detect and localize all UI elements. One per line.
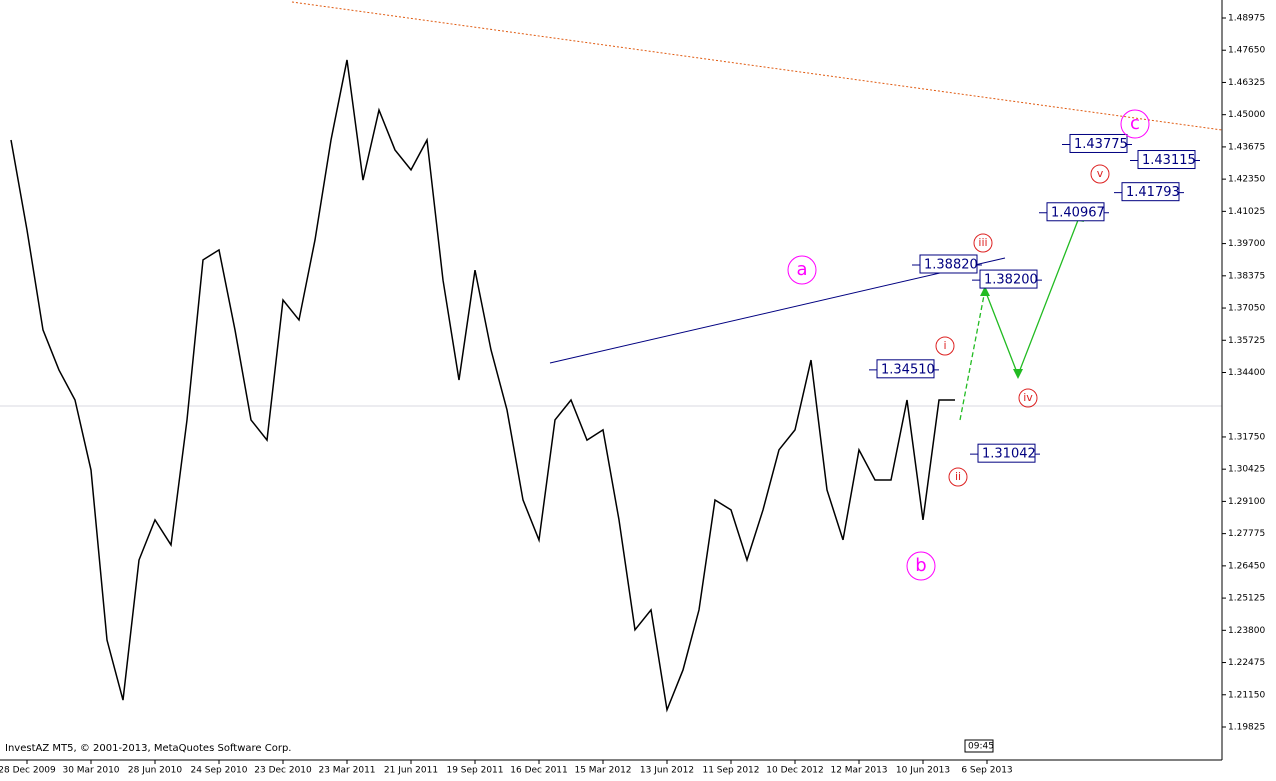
x-tick-label: 10 Dec 2012 (766, 766, 824, 776)
wave-circle (948, 467, 968, 487)
y-tick-label: 1.21150 (1228, 690, 1265, 700)
wave-label: i (943, 339, 946, 352)
x-tick-label: 23 Dec 2010 (254, 766, 312, 776)
time-box (964, 739, 994, 753)
y-tick-label: 1.45000 (1228, 110, 1265, 120)
wave-circle (1090, 164, 1110, 184)
level-label: 1.41793 (1126, 185, 1180, 200)
wave-circle (935, 336, 955, 356)
wave-circle (1018, 388, 1038, 408)
level-label: 1.43775 (1074, 137, 1128, 152)
y-tick-label: 1.23800 (1228, 626, 1265, 636)
arrow-head (980, 286, 990, 296)
y-tick-label: 1.42350 (1228, 175, 1265, 185)
y-tick-label: 1.29100 (1228, 497, 1265, 507)
y-tick-label: 1.46325 (1228, 78, 1265, 88)
resistance-line (291, 1, 1223, 131)
wave-label: b (915, 555, 926, 576)
level-box (979, 269, 1038, 289)
y-tick-label: 1.48975 (1228, 13, 1265, 23)
projection-dashed (959, 289, 986, 421)
x-tick-label: 11 Sep 2012 (702, 766, 759, 776)
level-label: 1.38200 (984, 273, 1038, 288)
y-tick-label: 1.47650 (1228, 46, 1265, 56)
y-tick-label: 1.35725 (1228, 336, 1265, 346)
x-tick-label: 10 Jun 2013 (896, 766, 950, 776)
level-label: 1.40967 (1051, 205, 1105, 220)
time-label: 09:45 (968, 742, 994, 752)
x-tick-label: 16 Dec 2011 (510, 766, 568, 776)
price-line (10, 59, 955, 713)
y-tick-label: 1.31750 (1228, 432, 1265, 442)
y-tick-label: 1.25125 (1228, 594, 1265, 604)
y-tick-label: 1.39700 (1228, 239, 1265, 249)
x-tick-label: 23 Mar 2011 (318, 766, 375, 776)
y-tick-label: 1.22475 (1228, 658, 1265, 668)
y-tick-label: 1.19825 (1228, 722, 1265, 732)
level-box (1069, 133, 1128, 153)
wave-circle (787, 255, 817, 285)
level-box (977, 443, 1036, 463)
x-tick-label: 28 Dec 2009 (0, 766, 56, 776)
level-box (1137, 150, 1196, 170)
y-tick-label: 1.27775 (1228, 529, 1265, 539)
level-box (1046, 202, 1105, 222)
y-tick-label: 1.37050 (1228, 304, 1265, 314)
trend-line (549, 257, 1006, 364)
x-tick-label: 12 Mar 2013 (830, 766, 887, 776)
x-tick-label: 13 Jun 2012 (640, 766, 694, 776)
level-label: 1.38820 (924, 257, 978, 272)
level-box (1121, 182, 1180, 202)
wave-circle (973, 233, 993, 253)
level-box (919, 254, 978, 274)
x-tick-label: 30 Mar 2010 (62, 766, 119, 776)
y-tick-label: 1.26450 (1228, 561, 1265, 571)
wave-label: v (1097, 167, 1104, 180)
level-label: 1.34510 (881, 362, 935, 377)
wave-circle (906, 551, 936, 581)
wave-label: iii (978, 236, 987, 249)
wave-label: c (1130, 113, 1140, 134)
level-label: 1.31042 (982, 447, 1036, 462)
y-tick-label: 1.38375 (1228, 271, 1265, 281)
x-tick-label: 6 Sep 2013 (961, 766, 1012, 776)
wave-label: ii (955, 470, 961, 483)
y-tick-label: 1.43675 (1228, 142, 1265, 152)
level-box (876, 359, 935, 379)
level-label: 1.43115 (1142, 153, 1196, 168)
x-tick-label: 28 Jun 2010 (128, 766, 182, 776)
copyright: InvestAZ MT5, © 2001-2013, MetaQuotes So… (5, 743, 291, 754)
y-tick-label: 1.41025 (1228, 207, 1265, 217)
arrow-head (1013, 369, 1023, 379)
wave-label: iv (1023, 391, 1033, 404)
x-tick-label: 19 Sep 2011 (446, 766, 503, 776)
x-tick-label: 15 Mar 2012 (574, 766, 631, 776)
wave-label: a (796, 259, 807, 280)
y-tick-label: 1.34400 (1228, 368, 1265, 378)
wave-circle (1120, 109, 1150, 139)
x-tick-label: 21 Jun 2011 (384, 766, 438, 776)
y-tick-label: 1.30425 (1228, 465, 1265, 475)
x-tick-label: 24 Sep 2010 (190, 766, 247, 776)
